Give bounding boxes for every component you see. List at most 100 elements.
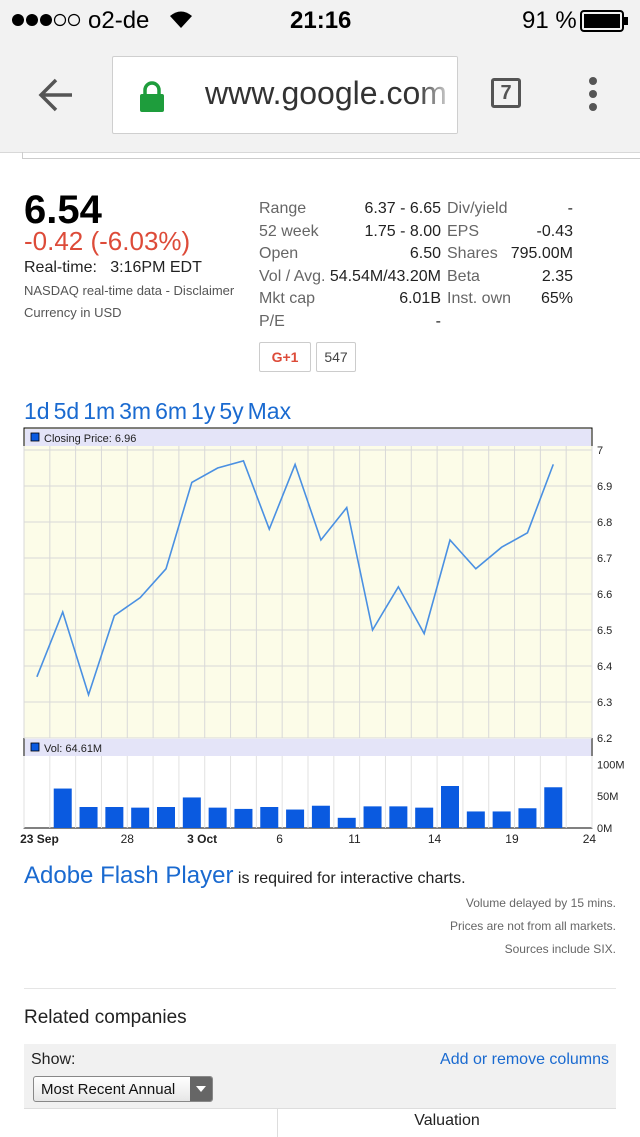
volume-bar xyxy=(286,810,304,828)
volume-bar xyxy=(493,811,511,828)
stat-key: Open xyxy=(259,245,298,262)
stat-value: 54.54M/43.20M xyxy=(330,268,441,286)
stat-value: 6.50 xyxy=(410,245,441,263)
y-tick-label: 6.6 xyxy=(597,589,612,601)
volume-tick-label: 100M xyxy=(597,759,625,771)
volume-legend-swatch xyxy=(31,743,39,751)
stat-row: Beta 2.35 xyxy=(447,268,573,291)
period-select[interactable]: Most Recent Annual xyxy=(33,1076,213,1102)
y-tick-label: 6.9 xyxy=(597,481,612,493)
stat-value: 2.35 xyxy=(542,268,573,286)
related-table-header: Valuation xyxy=(24,1108,616,1137)
stat-row: Inst. own 65% xyxy=(447,290,573,313)
flash-notice: Adobe Flash Player is required for inter… xyxy=(24,862,466,890)
volume-bar xyxy=(544,787,562,828)
stat-row: 52 week 1.75 - 8.00 xyxy=(259,223,441,246)
flash-link[interactable]: Adobe Flash Player xyxy=(24,862,233,889)
volume-bar xyxy=(415,808,433,828)
stat-row: Div/yield - xyxy=(447,200,573,223)
x-tick-label: 28 xyxy=(121,832,135,846)
x-tick-label: 14 xyxy=(428,832,442,846)
valuation-header: Valuation xyxy=(278,1112,616,1130)
period-select-value: Most Recent Annual xyxy=(41,1081,175,1098)
volume-bar xyxy=(389,806,407,828)
stat-key: Inst. own xyxy=(447,290,511,307)
stat-value: 1.75 - 8.00 xyxy=(365,223,442,241)
volume-bar xyxy=(131,808,149,828)
realtime-label-text: Real-time: xyxy=(24,259,97,276)
stat-key: Div/yield xyxy=(447,200,507,217)
volume-bar xyxy=(364,806,382,828)
stat-key: 52 week xyxy=(259,223,319,240)
volume-delay-note: Volume delayed by 15 mins. xyxy=(300,896,616,910)
gplus-count: 547 xyxy=(316,342,356,372)
stat-value: 795.00M xyxy=(511,245,573,263)
stat-key: P/E xyxy=(259,313,285,330)
y-tick-label: 6.5 xyxy=(597,625,612,637)
page-top-edge xyxy=(22,152,640,159)
sources-note: Sources include SIX. xyxy=(300,942,616,956)
clock: 21:16 xyxy=(290,7,351,35)
volume-bar xyxy=(54,789,72,828)
volume-bar xyxy=(157,807,175,828)
stat-key: Vol / Avg. xyxy=(259,268,325,285)
flash-text: is required for interactive charts. xyxy=(238,870,466,887)
status-bar: o2-de 21:16 91 % xyxy=(0,0,640,40)
markets-note: Prices are not from all markets. xyxy=(300,919,616,933)
tab-switcher-button[interactable]: 7 xyxy=(491,78,521,108)
address-bar[interactable]: www.google.com xyxy=(112,56,458,134)
price-legend-swatch xyxy=(31,433,39,441)
url-fade xyxy=(417,57,457,133)
volume-bar xyxy=(467,811,485,828)
y-tick-label: 6.3 xyxy=(597,697,612,709)
divider xyxy=(24,988,616,989)
carrier-name: o2-de xyxy=(88,7,149,35)
volume-bar xyxy=(80,807,98,828)
add-remove-columns-link[interactable]: Add or remove columns xyxy=(440,1051,609,1069)
more-options-icon[interactable] xyxy=(586,76,600,117)
related-title: Related companies xyxy=(24,1007,187,1029)
battery-level: 91 % xyxy=(522,7,577,35)
stat-value: - xyxy=(436,313,441,331)
related-toolbar: Show: Add or remove columns Most Recent … xyxy=(24,1044,616,1108)
chevron-down-icon xyxy=(190,1077,212,1101)
x-tick-label: 23 Sep xyxy=(20,832,59,846)
realtime-time: 3:16PM EDT xyxy=(110,259,202,276)
stat-value: 6.37 - 6.65 xyxy=(365,200,442,218)
lock-icon xyxy=(139,81,165,118)
url-text: www.google.com xyxy=(205,75,447,112)
volume-bar xyxy=(260,807,278,828)
stat-value: - xyxy=(568,200,573,218)
volume-bar xyxy=(209,808,227,828)
x-tick-label: 11 xyxy=(348,832,361,846)
browser-toolbar: www.google.com 7 xyxy=(0,40,640,153)
volume-legend-label: Vol: 64.61M xyxy=(44,743,102,755)
volume-tick-label: 0M xyxy=(597,823,612,835)
stat-key: Beta xyxy=(447,268,480,285)
show-label: Show: xyxy=(31,1051,75,1069)
y-tick-label: 6.4 xyxy=(597,661,612,673)
y-tick-label: 6.8 xyxy=(597,517,612,529)
wifi-icon xyxy=(168,8,194,35)
volume-legend-bg xyxy=(25,739,591,756)
volume-bar xyxy=(183,797,201,828)
stat-value: 65% xyxy=(541,290,573,308)
back-arrow-icon[interactable] xyxy=(38,78,74,117)
stat-row: Vol / Avg. 54.54M/43.20M xyxy=(259,268,441,291)
stat-key: EPS xyxy=(447,223,479,240)
price-change: -0.42 (-6.03%) xyxy=(24,226,190,257)
x-tick-label: 24 xyxy=(583,832,597,846)
data-source[interactable]: NASDAQ real-time data - Disclaimer xyxy=(24,283,234,298)
x-tick-label: 19 xyxy=(505,832,519,846)
volume-bar xyxy=(518,808,536,828)
gplus-button[interactable]: G+1 xyxy=(259,342,311,372)
stat-value: 6.01B xyxy=(399,290,441,308)
stat-value: -0.43 xyxy=(537,223,573,241)
y-tick-label: 7 xyxy=(597,445,603,457)
